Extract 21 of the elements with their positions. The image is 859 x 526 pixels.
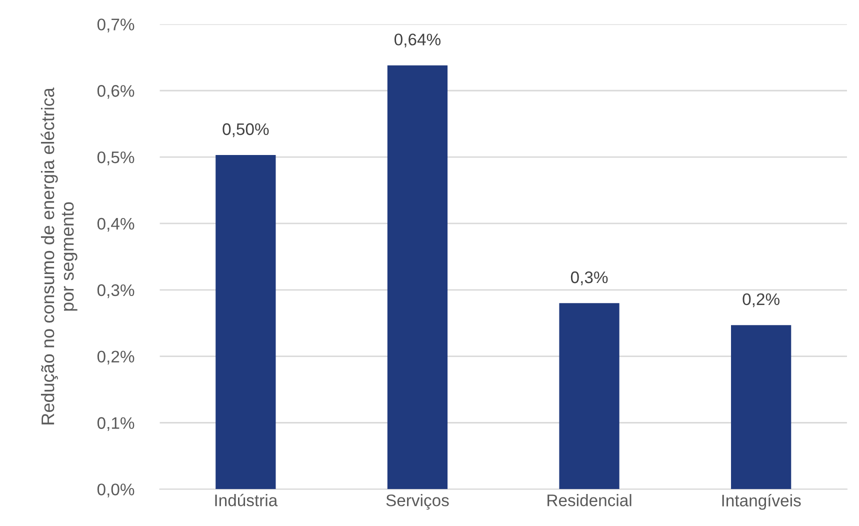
data-label: 0,50% — [222, 123, 269, 138]
y-tick-label: 0,1% — [97, 417, 134, 431]
y-tick-label: 0,2% — [97, 350, 134, 364]
x-tick-label: Indústria — [215, 494, 278, 506]
y-tick-label: 0,3% — [97, 284, 134, 298]
bar — [387, 65, 448, 490]
y-tick-label: 0,7% — [97, 18, 134, 32]
bar — [559, 303, 620, 490]
y-tick-label: 0,6% — [97, 85, 134, 99]
data-label: 0,3% — [570, 271, 608, 286]
bar — [216, 155, 276, 490]
y-tick-label: 0,0% — [97, 484, 134, 498]
x-tick-label: Intangíveis — [722, 494, 801, 510]
bar — [731, 325, 792, 490]
y-axis-title: Redução no consumo de energia eléctrica por segmento — [40, 88, 78, 424]
data-label: 0,2% — [742, 293, 780, 308]
data-label: 0,64% — [394, 34, 441, 48]
x-tick-label: Serviços — [386, 494, 449, 510]
y-tick-label: 0,5% — [97, 151, 134, 166]
y-tick-label: 0,4% — [97, 218, 134, 232]
x-tick-label: Residencial — [548, 494, 632, 506]
